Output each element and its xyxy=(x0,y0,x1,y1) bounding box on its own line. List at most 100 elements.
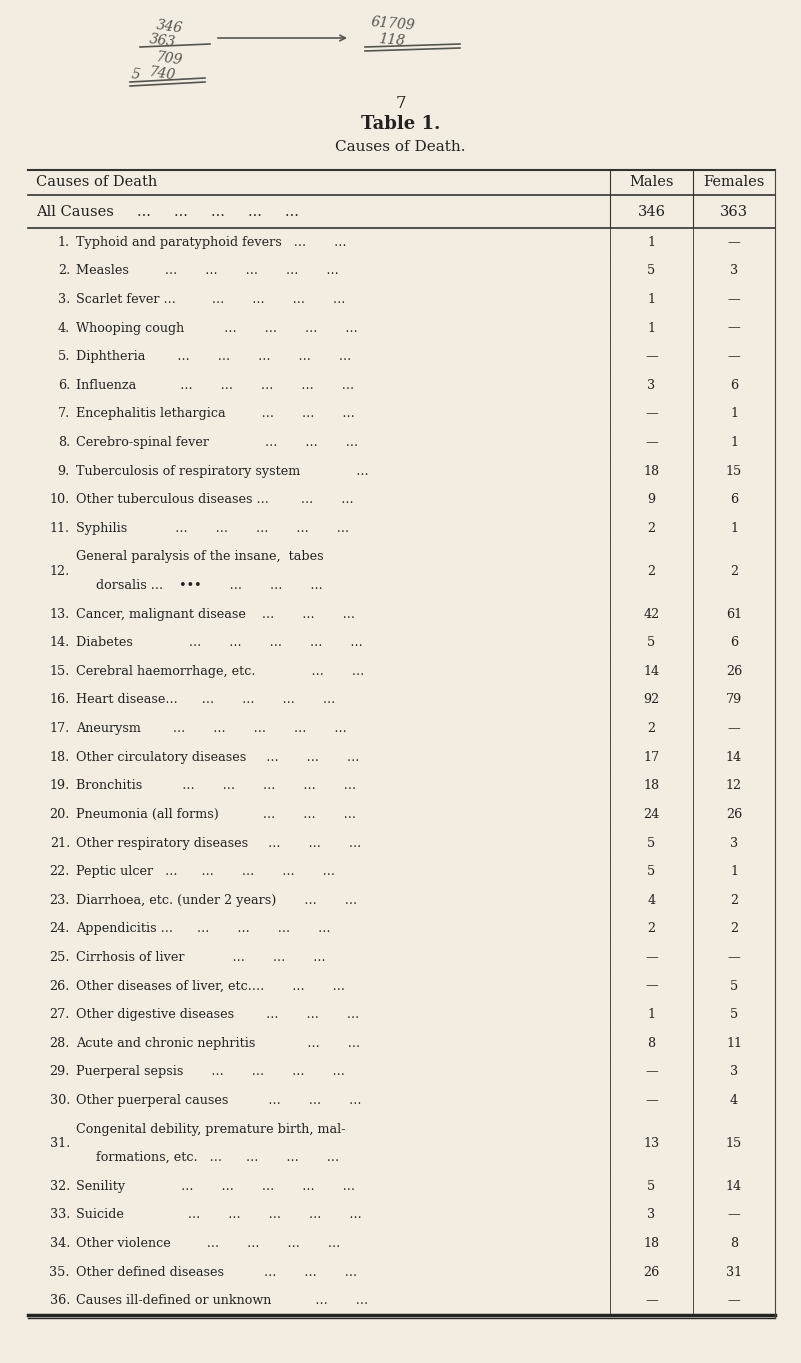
Text: 2: 2 xyxy=(730,564,738,578)
Text: 18: 18 xyxy=(643,465,659,477)
Text: 15.: 15. xyxy=(50,665,70,677)
Text: 3: 3 xyxy=(730,837,738,849)
Text: Other digestive diseases        ...       ...       ...: Other digestive diseases ... ... ... xyxy=(76,1009,360,1021)
Text: 363: 363 xyxy=(720,204,748,218)
Text: 61: 61 xyxy=(726,608,742,620)
Text: Scarlet fever ...         ...       ...       ...       ...: Scarlet fever ... ... ... ... ... xyxy=(76,293,345,307)
Text: 1: 1 xyxy=(730,436,738,448)
Text: 20.: 20. xyxy=(50,808,70,821)
Text: All Causes     ...     ...     ...     ...     ...: All Causes ... ... ... ... ... xyxy=(36,204,299,218)
Text: Acute and chronic nephritis             ...       ...: Acute and chronic nephritis ... ... xyxy=(76,1037,360,1050)
Text: —: — xyxy=(727,322,740,335)
Text: 18.: 18. xyxy=(50,751,70,763)
Text: Causes ill-defined or unknown           ...       ...: Causes ill-defined or unknown ... ... xyxy=(76,1295,368,1307)
Text: 61709: 61709 xyxy=(370,15,416,33)
Text: Cerebro-spinal fever              ...       ...       ...: Cerebro-spinal fever ... ... ... xyxy=(76,436,358,448)
Text: Diabetes              ...       ...       ...       ...       ...: Diabetes ... ... ... ... ... xyxy=(76,637,363,649)
Text: Other defined diseases          ...       ...       ...: Other defined diseases ... ... ... xyxy=(76,1266,357,1278)
Text: 15: 15 xyxy=(726,465,742,477)
Text: 5: 5 xyxy=(647,637,656,649)
Text: Senility              ...       ...       ...       ...       ...: Senility ... ... ... ... ... xyxy=(76,1180,355,1193)
Text: 6: 6 xyxy=(730,493,738,506)
Text: 118: 118 xyxy=(378,31,406,48)
Text: —: — xyxy=(727,236,740,249)
Text: 26.: 26. xyxy=(50,980,70,992)
Text: Other diseases of liver, etc....       ...       ...: Other diseases of liver, etc.... ... ... xyxy=(76,980,345,992)
Text: 22.: 22. xyxy=(50,866,70,878)
Text: Aneurysm        ...       ...       ...       ...       ...: Aneurysm ... ... ... ... ... xyxy=(76,722,347,735)
Text: Congenital debility, premature birth, mal-: Congenital debility, premature birth, ma… xyxy=(76,1123,345,1135)
Text: 30.: 30. xyxy=(50,1094,70,1107)
Text: 14: 14 xyxy=(726,1180,742,1193)
Text: 79: 79 xyxy=(726,694,742,706)
Text: —: — xyxy=(645,1295,658,1307)
Text: 1: 1 xyxy=(647,236,655,249)
Text: 14: 14 xyxy=(726,751,742,763)
Text: 14: 14 xyxy=(643,665,659,677)
Text: Other tuberculous diseases ...        ...       ...: Other tuberculous diseases ... ... ... xyxy=(76,493,353,506)
Text: 18: 18 xyxy=(643,780,659,792)
Text: 24: 24 xyxy=(643,808,660,821)
Text: 27.: 27. xyxy=(50,1009,70,1021)
Text: dorsalis ...    •••       ...       ...       ...: dorsalis ... ••• ... ... ... xyxy=(96,579,323,592)
Text: Heart disease...      ...       ...       ...       ...: Heart disease... ... ... ... ... xyxy=(76,694,336,706)
Text: Cerebral haemorrhage, etc.              ...       ...: Cerebral haemorrhage, etc. ... ... xyxy=(76,665,364,677)
Text: Peptic ulcer   ...      ...       ...       ...       ...: Peptic ulcer ... ... ... ... ... xyxy=(76,866,335,878)
Text: 26: 26 xyxy=(726,665,742,677)
Text: Other violence         ...       ...       ...       ...: Other violence ... ... ... ... xyxy=(76,1238,340,1250)
Text: 2: 2 xyxy=(647,564,655,578)
Text: 5: 5 xyxy=(130,67,141,82)
Text: 3.: 3. xyxy=(58,293,70,307)
Text: Causes of Death.: Causes of Death. xyxy=(336,140,465,154)
Text: 12: 12 xyxy=(726,780,742,792)
Text: 9.: 9. xyxy=(58,465,70,477)
Text: 25.: 25. xyxy=(50,951,70,964)
Text: Table 1.: Table 1. xyxy=(360,114,441,134)
Text: 32.: 32. xyxy=(50,1180,70,1193)
Text: Encephalitis lethargica         ...       ...       ...: Encephalitis lethargica ... ... ... xyxy=(76,408,355,420)
Text: formations, etc.   ...      ...       ...       ...: formations, etc. ... ... ... ... xyxy=(96,1152,339,1164)
Text: Pneumonia (all forms)           ...       ...       ...: Pneumonia (all forms) ... ... ... xyxy=(76,808,356,821)
Text: 1.: 1. xyxy=(58,236,70,249)
Text: 9: 9 xyxy=(647,493,655,506)
Text: Appendicitis ...      ...       ...       ...       ...: Appendicitis ... ... ... ... ... xyxy=(76,923,331,935)
Text: Measles         ...       ...       ...       ...       ...: Measles ... ... ... ... ... xyxy=(76,264,339,278)
Text: Other puerperal causes          ...       ...       ...: Other puerperal causes ... ... ... xyxy=(76,1094,361,1107)
Text: 2: 2 xyxy=(647,522,655,534)
Text: Diphtheria        ...       ...       ...       ...       ...: Diphtheria ... ... ... ... ... xyxy=(76,350,352,363)
Text: Cancer, malignant disease    ...       ...       ...: Cancer, malignant disease ... ... ... xyxy=(76,608,355,620)
Text: 17: 17 xyxy=(643,751,659,763)
Text: 28.: 28. xyxy=(50,1037,70,1050)
Text: 346: 346 xyxy=(638,204,666,218)
Text: 5: 5 xyxy=(730,980,739,992)
Text: 1: 1 xyxy=(730,408,738,420)
Text: Suicide                ...       ...       ...       ...       ...: Suicide ... ... ... ... ... xyxy=(76,1209,362,1221)
Text: Influenza           ...       ...       ...       ...       ...: Influenza ... ... ... ... ... xyxy=(76,379,354,391)
Text: 13: 13 xyxy=(643,1137,659,1150)
Text: 21.: 21. xyxy=(50,837,70,849)
Text: 6: 6 xyxy=(730,637,738,649)
Text: 3: 3 xyxy=(647,379,655,391)
Text: Syphilis            ...       ...       ...       ...       ...: Syphilis ... ... ... ... ... xyxy=(76,522,349,534)
Text: —: — xyxy=(645,980,658,992)
Text: —: — xyxy=(727,293,740,307)
Text: 2: 2 xyxy=(647,923,655,935)
Text: 15: 15 xyxy=(726,1137,742,1150)
Text: —: — xyxy=(727,350,740,363)
Text: —: — xyxy=(645,1066,658,1078)
Text: 1: 1 xyxy=(730,522,738,534)
Text: Puerperal sepsis       ...       ...       ...       ...: Puerperal sepsis ... ... ... ... xyxy=(76,1066,345,1078)
Text: Tuberculosis of respiratory system              ...: Tuberculosis of respiratory system ... xyxy=(76,465,368,477)
Text: 3: 3 xyxy=(730,264,738,278)
Text: 5: 5 xyxy=(647,1180,656,1193)
Text: —: — xyxy=(645,1094,658,1107)
Text: 1: 1 xyxy=(647,293,655,307)
Text: 2: 2 xyxy=(647,722,655,735)
Text: Causes of Death: Causes of Death xyxy=(36,176,157,189)
Text: 8: 8 xyxy=(730,1238,738,1250)
Text: 35.: 35. xyxy=(50,1266,70,1278)
Text: 11: 11 xyxy=(726,1037,742,1050)
Text: 26: 26 xyxy=(643,1266,660,1278)
Text: 2.: 2. xyxy=(58,264,70,278)
Text: 23.: 23. xyxy=(50,894,70,906)
